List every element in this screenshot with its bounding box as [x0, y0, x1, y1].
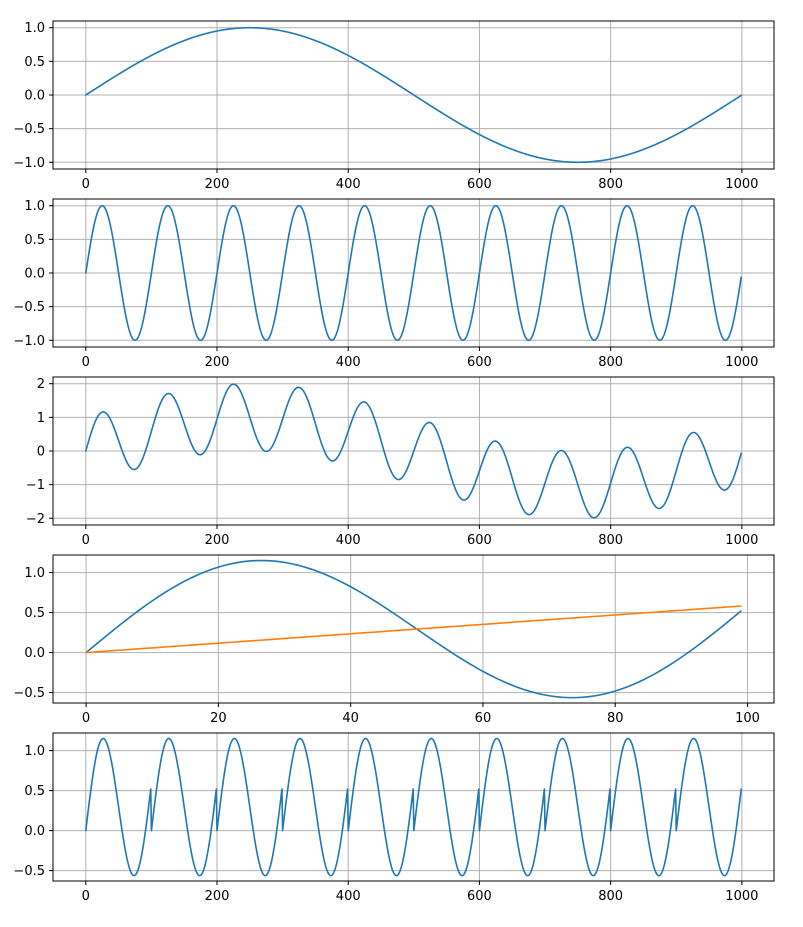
x-tick-label: 600	[467, 177, 492, 192]
x-tick-label: 200	[205, 533, 230, 548]
y-tick-label: 0.0	[24, 646, 45, 661]
x-tick-label: 40	[342, 711, 359, 726]
x-tick-label: 20	[210, 711, 227, 726]
x-tick-label: 400	[336, 177, 361, 192]
x-tick-label: 200	[205, 889, 230, 904]
axes-frame	[52, 554, 775, 704]
y-tick-label: −0.5	[13, 686, 45, 701]
series-line-1	[85, 383, 742, 519]
x-tick-label: 1000	[725, 355, 758, 370]
x-tick-label: 1000	[725, 177, 758, 192]
y-tick-label: 1.0	[24, 566, 45, 581]
x-tick-label: 400	[336, 533, 361, 548]
axes-frame	[52, 732, 775, 882]
x-tick-label: 800	[598, 889, 623, 904]
x-tick-label: 800	[598, 533, 623, 548]
y-tick-label: 0	[37, 445, 45, 460]
subplot-5: 0 200 400 600 800 1000 −0.5 0.0 0.5 1.0	[13, 732, 775, 904]
x-tick-label: 600	[467, 355, 492, 370]
subplot-4: 0 20 40 60 80 100 −0.5 0.0 0.5 1.0	[13, 554, 775, 726]
y-tick-label: −1	[26, 478, 45, 493]
y-tick-label: 1.0	[24, 744, 45, 759]
x-tick-label: 60	[475, 711, 492, 726]
x-tick-label: 80	[607, 711, 624, 726]
series-line-1	[85, 204, 742, 342]
series-line-1	[85, 559, 742, 699]
y-tick-label: −0.5	[13, 864, 45, 879]
x-tick-label: 200	[205, 177, 230, 192]
y-tick-label: 0.5	[24, 233, 45, 248]
x-tick-label: 400	[336, 889, 361, 904]
y-tick-label: 0.0	[24, 267, 45, 282]
x-tick-label: 1000	[725, 889, 758, 904]
y-tick-label: 1	[37, 411, 45, 426]
x-tick-label: 600	[467, 889, 492, 904]
y-tick-label: 2	[37, 377, 45, 392]
series-line-1	[85, 26, 742, 164]
x-tick-label: 0	[82, 355, 90, 370]
y-tick-label: −2	[26, 512, 45, 527]
x-tick-label: 800	[598, 355, 623, 370]
x-tick-label: 1000	[725, 533, 758, 548]
subplot-1: 0 200 400 600 800 1000 −1.0 −0.5 0.0 0.5 1.0	[13, 20, 775, 192]
series-line-1	[85, 737, 742, 877]
y-tick-label: 0.5	[24, 606, 45, 621]
x-tick-label: 0	[82, 889, 90, 904]
x-tick-label: 0	[82, 711, 90, 726]
y-tick-label: −0.5	[13, 122, 45, 137]
x-tick-label: 100	[735, 711, 760, 726]
y-tick-label: 0.0	[24, 824, 45, 839]
y-tick-label: 1.0	[24, 199, 45, 214]
subplot-3: 0 200 400 600 800 1000 −2 −1 0 1 2	[26, 376, 775, 548]
y-tick-label: 0.5	[24, 55, 45, 70]
x-tick-label: 200	[205, 355, 230, 370]
subplot-2: 0 200 400 600 800 1000 −1.0 −0.5 0.0 0.5 1.0	[13, 198, 775, 370]
y-tick-label: −1.0	[13, 156, 45, 171]
x-tick-label: 400	[336, 355, 361, 370]
x-tick-label: 0	[82, 533, 90, 548]
x-tick-label: 800	[598, 177, 623, 192]
y-tick-label: −0.5	[13, 300, 45, 315]
series-line-2	[85, 605, 742, 654]
y-tick-label: 0.5	[24, 784, 45, 799]
y-tick-label: −1.0	[13, 334, 45, 349]
y-tick-label: 0.0	[24, 89, 45, 104]
x-tick-label: 600	[467, 533, 492, 548]
x-tick-label: 0	[82, 177, 90, 192]
y-tick-label: 1.0	[24, 21, 45, 36]
